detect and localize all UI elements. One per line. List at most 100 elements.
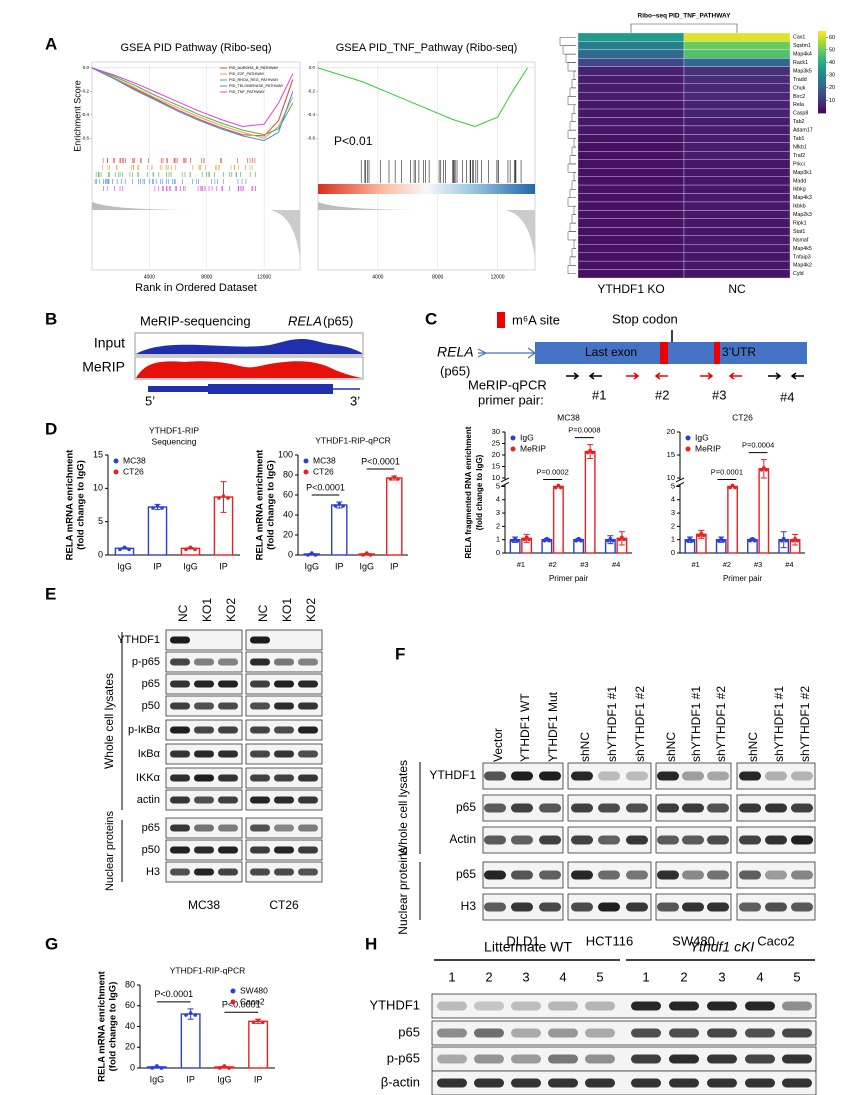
data-dot — [699, 531, 704, 536]
group-label: Nuclear proteins — [104, 810, 116, 891]
primer-label: MeRIP-qPCR — [468, 377, 547, 392]
bar — [147, 506, 168, 556]
legend-label: MeRIP — [520, 443, 546, 453]
y-axis-label: (fold change to IgG) — [475, 454, 484, 530]
data-dot — [251, 1020, 256, 1025]
data-dot — [558, 485, 563, 490]
row-label: Map2k3 — [793, 212, 812, 218]
track-label: Input — [94, 335, 125, 351]
data-dot — [341, 504, 345, 508]
legend-label: IgG — [695, 432, 709, 442]
lane-label: NC — [176, 604, 190, 622]
lane-label: shYTHDF1 #2 — [633, 686, 647, 762]
blot-band — [298, 824, 318, 832]
lane-label: KO2 — [224, 598, 238, 622]
gene-suffix: (p65) — [323, 313, 353, 328]
blot-band — [484, 835, 506, 845]
blot-band — [511, 1054, 541, 1064]
blot-band — [511, 1078, 541, 1088]
legend-label: MeRIP — [695, 443, 721, 453]
blot-band — [682, 771, 704, 781]
blot-band — [782, 1054, 812, 1064]
legend-marker — [113, 469, 119, 475]
row-label: Ripk1 — [793, 220, 807, 226]
row-label: Actin — [449, 832, 476, 846]
annotation: P<0.0001 — [306, 482, 345, 492]
heatmap-cell — [683, 83, 791, 93]
bar — [180, 1013, 201, 1069]
group-label: Whole cell lysates — [102, 673, 116, 769]
annotation: P<0.0001 — [154, 989, 193, 999]
blot-band — [765, 870, 787, 880]
row-label: Chuk — [793, 85, 806, 91]
blot-band — [511, 1028, 541, 1038]
data-dot — [226, 496, 230, 500]
heatmap-cell — [577, 134, 685, 143]
blot-band — [791, 835, 813, 845]
blot-band — [707, 1028, 737, 1038]
y-axis-label: RELA mRNA enrichment — [65, 449, 76, 561]
blot-band — [585, 1028, 615, 1038]
blot-band — [707, 771, 729, 781]
gene-name: RELA — [437, 344, 474, 360]
blot-band — [682, 902, 704, 912]
y-tick-label: 10 — [667, 473, 675, 482]
colorbar — [818, 69, 826, 73]
lane-label: KO1 — [280, 598, 294, 622]
row-label: Traf2 — [793, 153, 805, 159]
blot-band — [511, 902, 533, 912]
y-tick-label: -0.4 — [81, 112, 89, 117]
blot-band — [170, 680, 190, 688]
panel-label: G — [45, 934, 58, 953]
lane-label: shYTHDF1 #1 — [689, 686, 703, 762]
data-dot — [579, 538, 583, 543]
data-dot — [337, 502, 342, 506]
y-tick-label: 40 — [283, 509, 293, 519]
axis-break — [675, 482, 685, 487]
colorbar — [818, 82, 826, 85]
colorbar — [818, 45, 826, 48]
blot-band — [707, 835, 729, 845]
row-label: Map3k5 — [793, 68, 812, 74]
data-dot — [752, 538, 757, 543]
exon — [535, 342, 807, 364]
x-tick-label: #2 — [548, 560, 556, 569]
lane-label: 5 — [793, 969, 800, 984]
gene-model — [208, 384, 333, 394]
blot-band — [170, 774, 190, 782]
x-tick-label: 12000 — [491, 274, 505, 280]
bar — [385, 477, 403, 556]
blot-band — [250, 824, 270, 832]
annotation: P<0.0001 — [222, 1000, 261, 1010]
primer-arrow — [566, 372, 580, 380]
row-label: Tradd — [793, 77, 807, 83]
x-tick-label: IP — [335, 561, 344, 571]
data-dot — [762, 465, 766, 470]
data-dot — [221, 494, 226, 498]
primer-name: #1 — [592, 387, 606, 402]
blot-band — [218, 774, 238, 782]
row-label: Map4k2 — [793, 263, 812, 269]
blot-band — [250, 750, 270, 758]
row-label: p65 — [142, 822, 160, 834]
y-tick-label: 100 — [278, 449, 293, 459]
data-dot — [151, 506, 155, 510]
data-dot — [697, 533, 701, 538]
y-tick-label: 3 — [671, 508, 675, 517]
blot-band — [437, 1028, 467, 1038]
blot-band — [626, 771, 648, 781]
heatmap-cell — [683, 168, 791, 177]
blot-band — [274, 846, 294, 854]
data-dot — [717, 538, 721, 543]
y-tick-label: 15 — [93, 449, 103, 459]
blot-band — [548, 1054, 578, 1064]
blot-band — [548, 1001, 578, 1011]
colorbar — [818, 61, 826, 65]
chart-title: Ribo−seq PID_TNF_PATHWAY — [638, 13, 732, 20]
y-tick-label: 80 — [283, 469, 293, 479]
blot-band — [218, 796, 238, 804]
colorbar — [818, 41, 826, 44]
blot-band — [274, 774, 294, 782]
row-label: Tab1 — [793, 136, 805, 142]
